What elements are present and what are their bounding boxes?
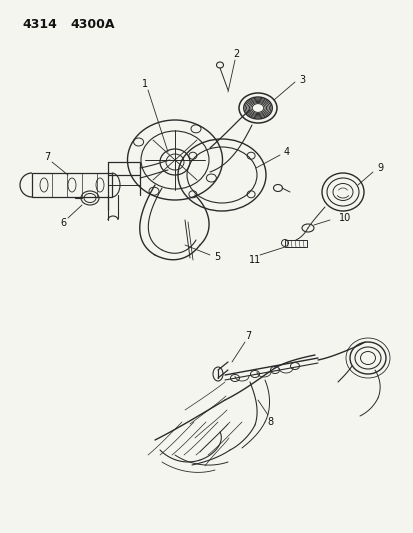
Text: 4: 4 [283, 147, 290, 157]
Text: 11: 11 [248, 255, 261, 265]
Bar [32, 173, 112, 197]
Text: 8: 8 [266, 417, 273, 427]
Text: 4300A: 4300A [70, 18, 114, 31]
Text: 5: 5 [214, 252, 220, 262]
Text: 7: 7 [44, 152, 50, 162]
Text: 10: 10 [338, 213, 350, 223]
Text: 3: 3 [298, 75, 304, 85]
Text: 9: 9 [376, 163, 382, 173]
Text: 1: 1 [142, 79, 148, 89]
Bar [284, 240, 306, 247]
Text: 7: 7 [244, 331, 251, 341]
Text: 4314: 4314 [22, 18, 57, 31]
Text: 6: 6 [60, 218, 66, 228]
Text: 2: 2 [232, 49, 239, 59]
